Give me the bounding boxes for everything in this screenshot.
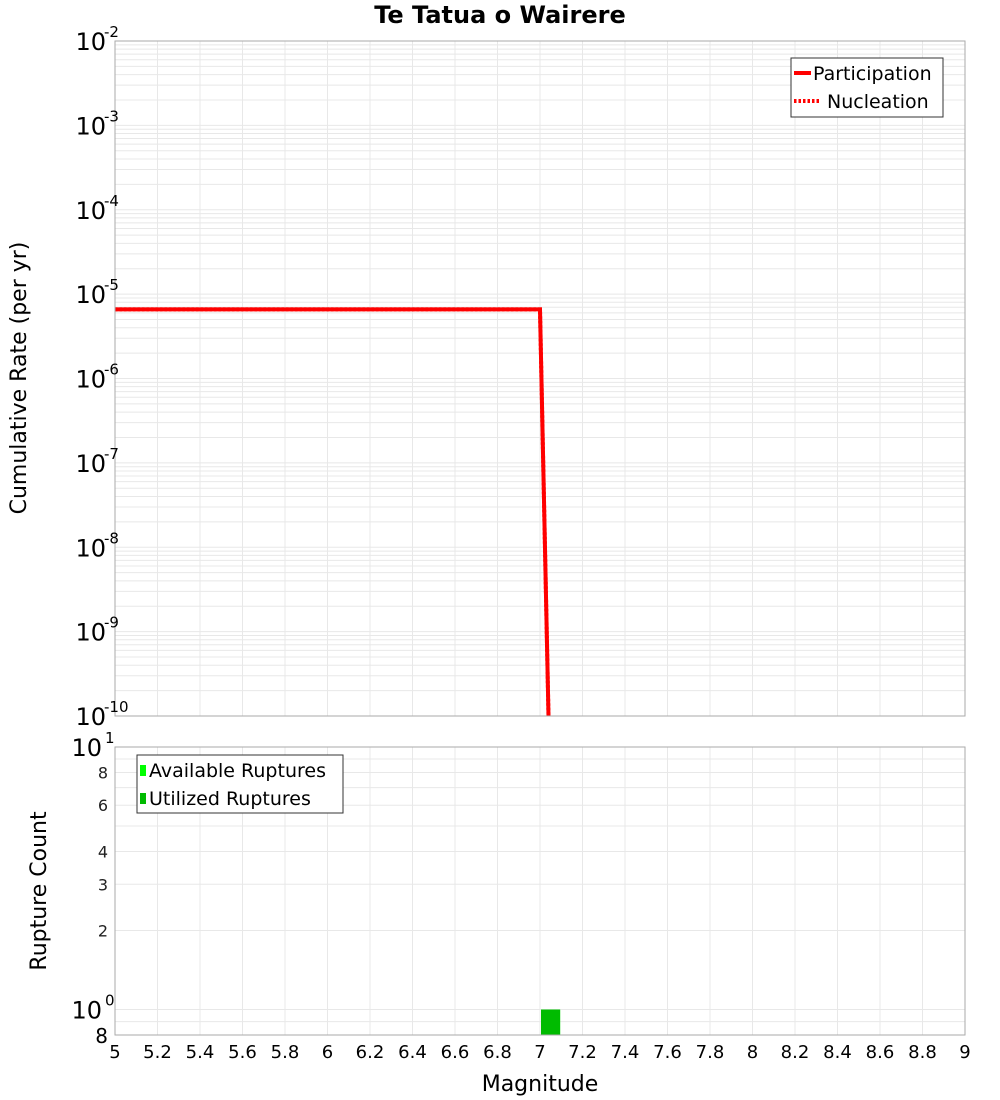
y-tick-label: 10 [75, 366, 106, 394]
y-tick-label: 10 [75, 619, 106, 647]
y-tick-label: 8 [95, 1024, 108, 1048]
utilized-legend-swatch [140, 793, 146, 804]
top-legend-box [790, 57, 944, 118]
utilized-ruptures-bar [541, 1009, 561, 1035]
bottom-legend-box [136, 754, 344, 814]
available-legend-label: Available Ruptures [149, 760, 326, 782]
x-tick-label: 8.8 [908, 1042, 937, 1063]
top-y-axis-label: Cumulative Rate (per yr) [7, 242, 32, 515]
bottom-plot-bars [541, 1009, 561, 1035]
y-tick-exponent: -6 [104, 361, 119, 379]
x-tick-label: 6.2 [356, 1042, 385, 1063]
x-tick-label: 5.4 [186, 1042, 215, 1063]
y-tick-label: 6 [98, 796, 108, 815]
y-tick-label: 8 [98, 763, 108, 782]
x-tick-label: 5.2 [143, 1042, 172, 1063]
x-tick-label: 8.4 [823, 1042, 852, 1063]
bottom-legend: Available Ruptures Utilized Ruptures [136, 754, 344, 814]
y-tick-exponent: -7 [104, 445, 119, 463]
utilized-legend-label: Utilized Ruptures [149, 788, 311, 810]
bottom-y-axis-label: Rupture Count [27, 811, 52, 971]
x-tick-label: 6 [322, 1042, 333, 1063]
y-tick-exponent: -9 [104, 614, 119, 632]
y-tick-exponent: 0 [105, 992, 115, 1010]
x-tick-label: 5 [109, 1042, 120, 1063]
y-tick-label: 10 [75, 534, 106, 562]
chart-title: Te Tatua o Wairere [374, 1, 626, 29]
y-tick-label: 10 [75, 197, 106, 225]
y-tick-label: 10 [75, 450, 106, 478]
top-plot-frame [114, 40, 966, 717]
x-tick-label: 7 [534, 1042, 545, 1063]
x-tick-label: 7.8 [696, 1042, 725, 1063]
y-tick-exponent: -5 [104, 276, 119, 294]
y-tick-label: 10 [75, 281, 106, 309]
x-tick-label: 7.4 [611, 1042, 640, 1063]
y-tick-exponent: -3 [104, 107, 119, 125]
available-legend-swatch [140, 765, 146, 776]
y-tick-exponent: -2 [104, 23, 119, 41]
x-tick-label: 6.8 [483, 1042, 512, 1063]
x-tick-label: 7.6 [653, 1042, 682, 1063]
top-plot: 10-210-310-410-510-610-710-810-910-10 Cu… [7, 23, 966, 731]
y-tick-exponent: 1 [105, 729, 115, 747]
y-tick-label: 10 [71, 997, 102, 1025]
x-tick-label: 6.6 [441, 1042, 470, 1063]
y-tick-label: 2 [98, 922, 108, 941]
y-tick-label: 10 [71, 734, 102, 762]
x-tick-label: 5.6 [228, 1042, 257, 1063]
y-tick-exponent: -4 [104, 192, 119, 210]
y-tick-label: 10 [75, 703, 106, 731]
y-tick-label: 3 [98, 875, 108, 894]
nucleation-legend-label: Nucleation [827, 91, 929, 113]
x-tick-label: 5.8 [271, 1042, 300, 1063]
y-tick-label: 4 [98, 842, 108, 861]
y-tick-exponent: -8 [104, 529, 119, 547]
x-tick-label: 8.2 [781, 1042, 810, 1063]
x-axis-ticks: 5 5.2 5.4 5.6 5.8 6 6.2 6.4 6.6 6.8 7 7.2 7.4 7.6 7.8 8… [109, 1042, 970, 1063]
y-tick-label: 10 [75, 28, 106, 56]
x-tick-label: 6.4 [398, 1042, 427, 1063]
x-tick-label: 8 [747, 1042, 758, 1063]
top-plot-series [115, 307, 551, 717]
bottom-plot-frame [114, 746, 966, 1036]
participation-legend-label: Participation [813, 63, 932, 85]
x-tick-label: 7.2 [568, 1042, 597, 1063]
y-tick-label: 10 [75, 112, 106, 140]
nucleation-line [115, 307, 551, 717]
top-legend: Participation Nucleation [790, 57, 944, 118]
y-tick-exponent: -10 [104, 698, 129, 716]
x-tick-label: 9 [959, 1042, 970, 1063]
top-y-axis-ticks: 10-210-310-410-510-610-710-810-910-10 [75, 23, 128, 731]
x-tick-label: 8.6 [866, 1042, 895, 1063]
top-plot-grid [114, 41, 966, 717]
x-axis-label: Magnitude [482, 1072, 599, 1097]
